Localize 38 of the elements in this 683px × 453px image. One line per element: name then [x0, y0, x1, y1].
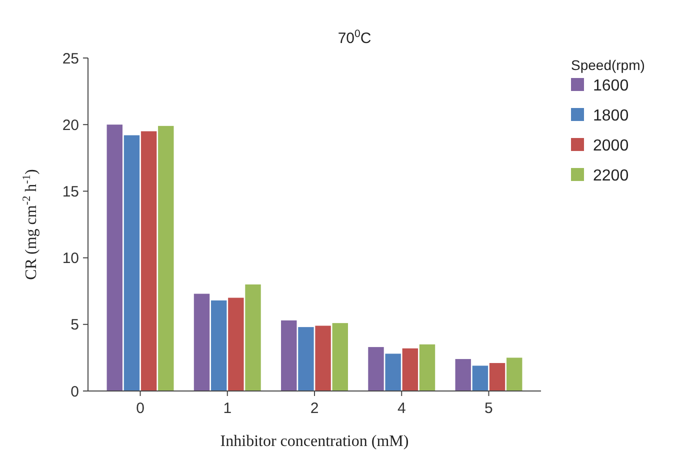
legend-label: 2200 [593, 168, 629, 185]
y-tick-label: 20 [62, 116, 79, 134]
bar [298, 327, 314, 391]
bar [245, 284, 261, 391]
y-tick-label: 15 [62, 183, 79, 200]
legend-label: 1800 [593, 108, 629, 125]
bar [281, 320, 297, 391]
y-tick-label: 10 [62, 250, 79, 268]
x-tick-label: 5 [484, 400, 493, 417]
y-tick-label: 5 [70, 316, 79, 334]
bar [402, 348, 418, 391]
bar [419, 344, 436, 391]
bar [124, 135, 140, 391]
bar [228, 298, 244, 391]
bar [158, 126, 174, 391]
x-tick-label: 4 [397, 400, 406, 417]
x-tick-label: 1 [223, 400, 232, 417]
legend-title: Speed(rpm) [571, 57, 645, 73]
bar [140, 131, 157, 391]
legend-label: 2000 [593, 138, 629, 155]
bar [489, 363, 506, 391]
x-tick-label: 0 [136, 400, 144, 417]
bar [106, 124, 123, 391]
bar [506, 358, 522, 391]
x-tick-label: 2 [310, 400, 319, 417]
y-tick-label: 0 [70, 383, 79, 400]
bar [194, 294, 210, 391]
bar [472, 366, 488, 391]
bar [210, 300, 227, 391]
text: 70$^{0}$C [338, 28, 372, 47]
bar [332, 323, 348, 391]
bar [455, 359, 471, 391]
bar [385, 354, 401, 391]
y-tick-label: 25 [62, 50, 79, 68]
legend-label: 1600 [593, 78, 629, 95]
bar [368, 347, 384, 391]
bar [315, 326, 331, 391]
x-axis-title: Inhibitor concentration (mM) [220, 433, 409, 450]
